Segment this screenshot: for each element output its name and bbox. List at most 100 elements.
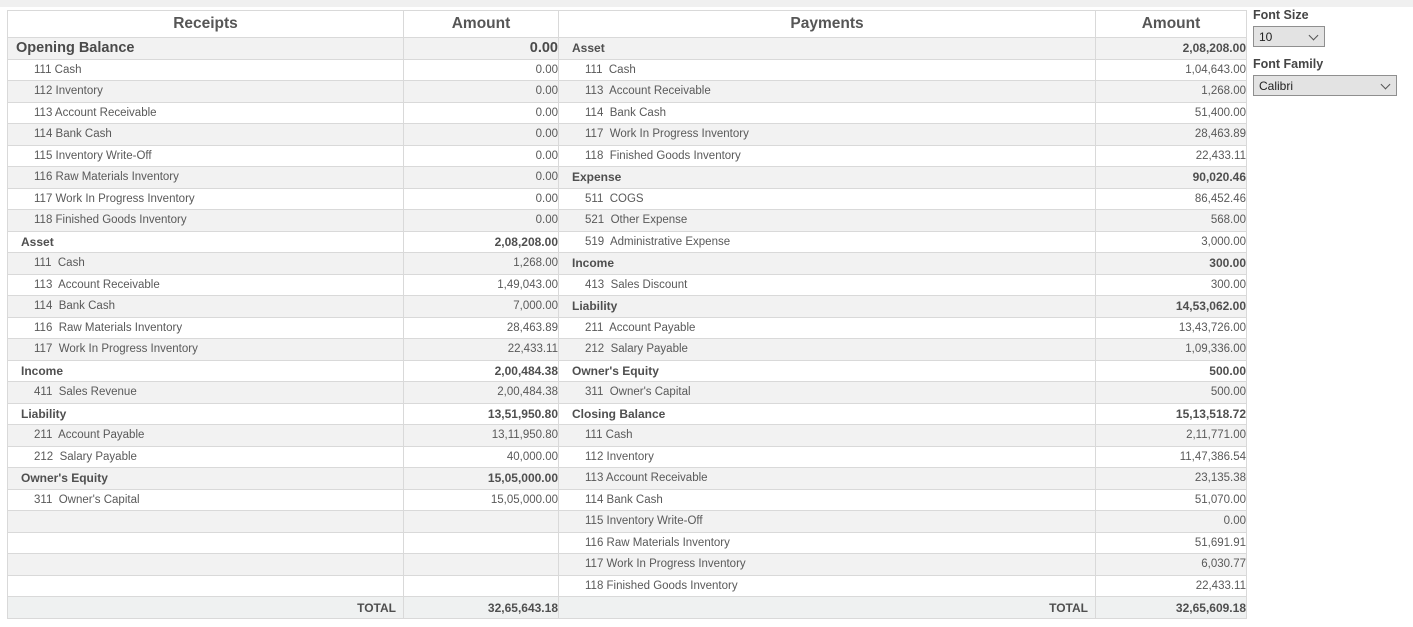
receipts-amount-cell: 22,433.11 <box>403 338 559 361</box>
receipts-label-cell: 211 Account Payable <box>7 424 404 447</box>
receipts-label-cell: 212 Salary Payable <box>7 445 404 468</box>
payments-amount-cell: 22,433.11 <box>1095 144 1247 167</box>
payments-amount-cell: 3,000.00 <box>1095 230 1247 253</box>
receipts-amount-cell: 0.00 <box>403 187 559 210</box>
payments-label-cell: 112 Inventory <box>558 445 1096 468</box>
receipts-amount-header: Amount <box>403 10 559 38</box>
table-row: 114 Bank Cash 7,000.00 Liability 14,53,062.… <box>7 295 1247 318</box>
payments-amount-cell: 22,433.11 <box>1095 574 1247 597</box>
table-row: 117 Work In Progress Inventory 0.00 511 CO… <box>7 187 1247 210</box>
payments-amount-cell: 568.00 <box>1095 209 1247 232</box>
receipts-amount-cell: 28,463.89 <box>403 316 559 339</box>
receipts-label-cell: 111 Cash <box>7 252 404 275</box>
total-row: TOTAL 32,65,643.18 TOTAL 32,65,609.18 <box>7 596 1247 619</box>
receipts-amount-cell: 0.00 <box>403 37 559 60</box>
payments-label-cell: 114 Bank Cash <box>558 101 1096 124</box>
table-row: Liability 13,51,950.80 Closing Balance 15,1… <box>7 402 1247 425</box>
payments-label-cell: Owner's Equity <box>558 359 1096 382</box>
receipts-total-label: TOTAL <box>7 596 404 619</box>
table-row: 311 Owner's Capital 15,05,000.00 114 Bank … <box>7 488 1247 511</box>
payments-label-cell: 111 Cash <box>558 58 1096 81</box>
table-row: 114 Bank Cash 0.00 117 Work In Progress In… <box>7 123 1247 146</box>
payments-amount-cell: 1,09,336.00 <box>1095 338 1247 361</box>
payments-label-cell: 115 Inventory Write-Off <box>558 510 1096 533</box>
receipts-amount-cell: 1,268.00 <box>403 252 559 275</box>
receipts-label-cell <box>7 574 404 597</box>
payments-label-cell: 111 Cash <box>558 424 1096 447</box>
payments-label-cell: 114 Bank Cash <box>558 488 1096 511</box>
table-row: 111 Cash 1,268.00 Income 300.00 <box>7 252 1247 275</box>
receipts-amount-cell: 13,51,950.80 <box>403 402 559 425</box>
table-row: 118 Finished Goods Inventory 22,433.11 <box>7 574 1247 597</box>
payments-amount-cell: 0.00 <box>1095 510 1247 533</box>
payments-label-cell: Expense <box>558 166 1096 189</box>
receipts-amount-cell: 15,05,000.00 <box>403 488 559 511</box>
payments-amount-cell: 15,13,518.72 <box>1095 402 1247 425</box>
font-family-select[interactable]: Calibri <box>1253 75 1397 96</box>
table-row: 212 Salary Payable 40,000.00 112 Inventory… <box>7 445 1247 468</box>
payments-amount-cell: 300.00 <box>1095 273 1247 296</box>
payments-amount-cell: 14,53,062.00 <box>1095 295 1247 318</box>
payments-total-label: TOTAL <box>558 596 1096 619</box>
payments-amount-cell: 86,452.46 <box>1095 187 1247 210</box>
payments-amount-cell: 500.00 <box>1095 359 1247 382</box>
receipts-payments-report: Receipts Amount Payments Amount Opening … <box>7 10 1247 619</box>
payments-amount-cell: 51,691.91 <box>1095 531 1247 554</box>
payments-amount-cell: 2,11,771.00 <box>1095 424 1247 447</box>
font-size-value: 10 <box>1259 29 1273 44</box>
payments-label-cell: Closing Balance <box>558 402 1096 425</box>
receipts-label-cell <box>7 510 404 533</box>
table-row: Owner's Equity 15,05,000.00 113 Account Re… <box>7 467 1247 490</box>
table-row: 116 Raw Materials Inventory 28,463.89 211 … <box>7 316 1247 339</box>
chevron-down-icon <box>1380 79 1391 89</box>
payments-label-cell: 521 Other Expense <box>558 209 1096 232</box>
receipts-amount-cell: 7,000.00 <box>403 295 559 318</box>
payments-amount-cell: 51,070.00 <box>1095 488 1247 511</box>
receipts-label-cell: 411 Sales Revenue <box>7 381 404 404</box>
receipts-amount-cell: 0.00 <box>403 166 559 189</box>
receipts-label-cell: Liability <box>7 402 404 425</box>
receipts-amount-cell: 0.00 <box>403 209 559 232</box>
table-row: 113 Account Receivable 1,49,043.00 413 Sal… <box>7 273 1247 296</box>
payments-label-cell: 117 Work In Progress Inventory <box>558 553 1096 576</box>
table-header-row: Receipts Amount Payments Amount <box>7 10 1247 38</box>
receipts-label-cell: 116 Raw Materials Inventory <box>7 316 404 339</box>
table-row: 117 Work In Progress Inventory 6,030.77 <box>7 553 1247 576</box>
receipts-label-cell <box>7 531 404 554</box>
payments-amount-cell: 2,08,208.00 <box>1095 37 1247 60</box>
chevron-down-icon <box>1308 30 1319 40</box>
payments-label-cell: Asset <box>558 37 1096 60</box>
table-row: 112 Inventory 0.00 113 Account Receivable 1… <box>7 80 1247 103</box>
table-row: Opening Balance 0.00 Asset 2,08,208.00 <box>7 37 1247 60</box>
payments-amount-header: Amount <box>1095 10 1247 38</box>
payments-amount-cell: 500.00 <box>1095 381 1247 404</box>
receipts-label-cell: 116 Raw Materials Inventory <box>7 166 404 189</box>
payments-amount-cell: 23,135.38 <box>1095 467 1247 490</box>
receipts-label-cell: 111 Cash <box>7 58 404 81</box>
payments-label-cell: 116 Raw Materials Inventory <box>558 531 1096 554</box>
table-row: 116 Raw Materials Inventory 51,691.91 <box>7 531 1247 554</box>
receipts-label-cell: 118 Finished Goods Inventory <box>7 209 404 232</box>
receipts-amount-cell: 1,49,043.00 <box>403 273 559 296</box>
payments-amount-cell: 28,463.89 <box>1095 123 1247 146</box>
table-row: 211 Account Payable 13,11,950.80 111 Cash 2… <box>7 424 1247 447</box>
payments-total-amount: 32,65,609.18 <box>1095 596 1247 619</box>
table-row: 113 Account Receivable 0.00 114 Bank Cash 5… <box>7 101 1247 124</box>
receipts-label-cell: 114 Bank Cash <box>7 295 404 318</box>
receipts-amount-cell: 0.00 <box>403 123 559 146</box>
receipts-label-cell: Opening Balance <box>7 37 404 60</box>
font-size-select[interactable]: 10 <box>1253 26 1325 47</box>
table-row: 116 Raw Materials Inventory 0.00 Expense 90… <box>7 166 1247 189</box>
receipts-amount-cell: 40,000.00 <box>403 445 559 468</box>
receipts-amount-cell: 2,00,484.38 <box>403 359 559 382</box>
payments-label-cell: 413 Sales Discount <box>558 273 1096 296</box>
receipts-amount-cell: 0.00 <box>403 58 559 81</box>
payments-amount-cell: 300.00 <box>1095 252 1247 275</box>
payments-label-cell: 113 Account Receivable <box>558 80 1096 103</box>
payments-amount-cell: 11,47,386.54 <box>1095 445 1247 468</box>
payments-label-cell: Income <box>558 252 1096 275</box>
table-row: 117 Work In Progress Inventory 22,433.11 2… <box>7 338 1247 361</box>
font-size-label: Font Size <box>1253 8 1309 22</box>
receipts-amount-cell: 0.00 <box>403 80 559 103</box>
receipts-amount-cell: 2,08,208.00 <box>403 230 559 253</box>
